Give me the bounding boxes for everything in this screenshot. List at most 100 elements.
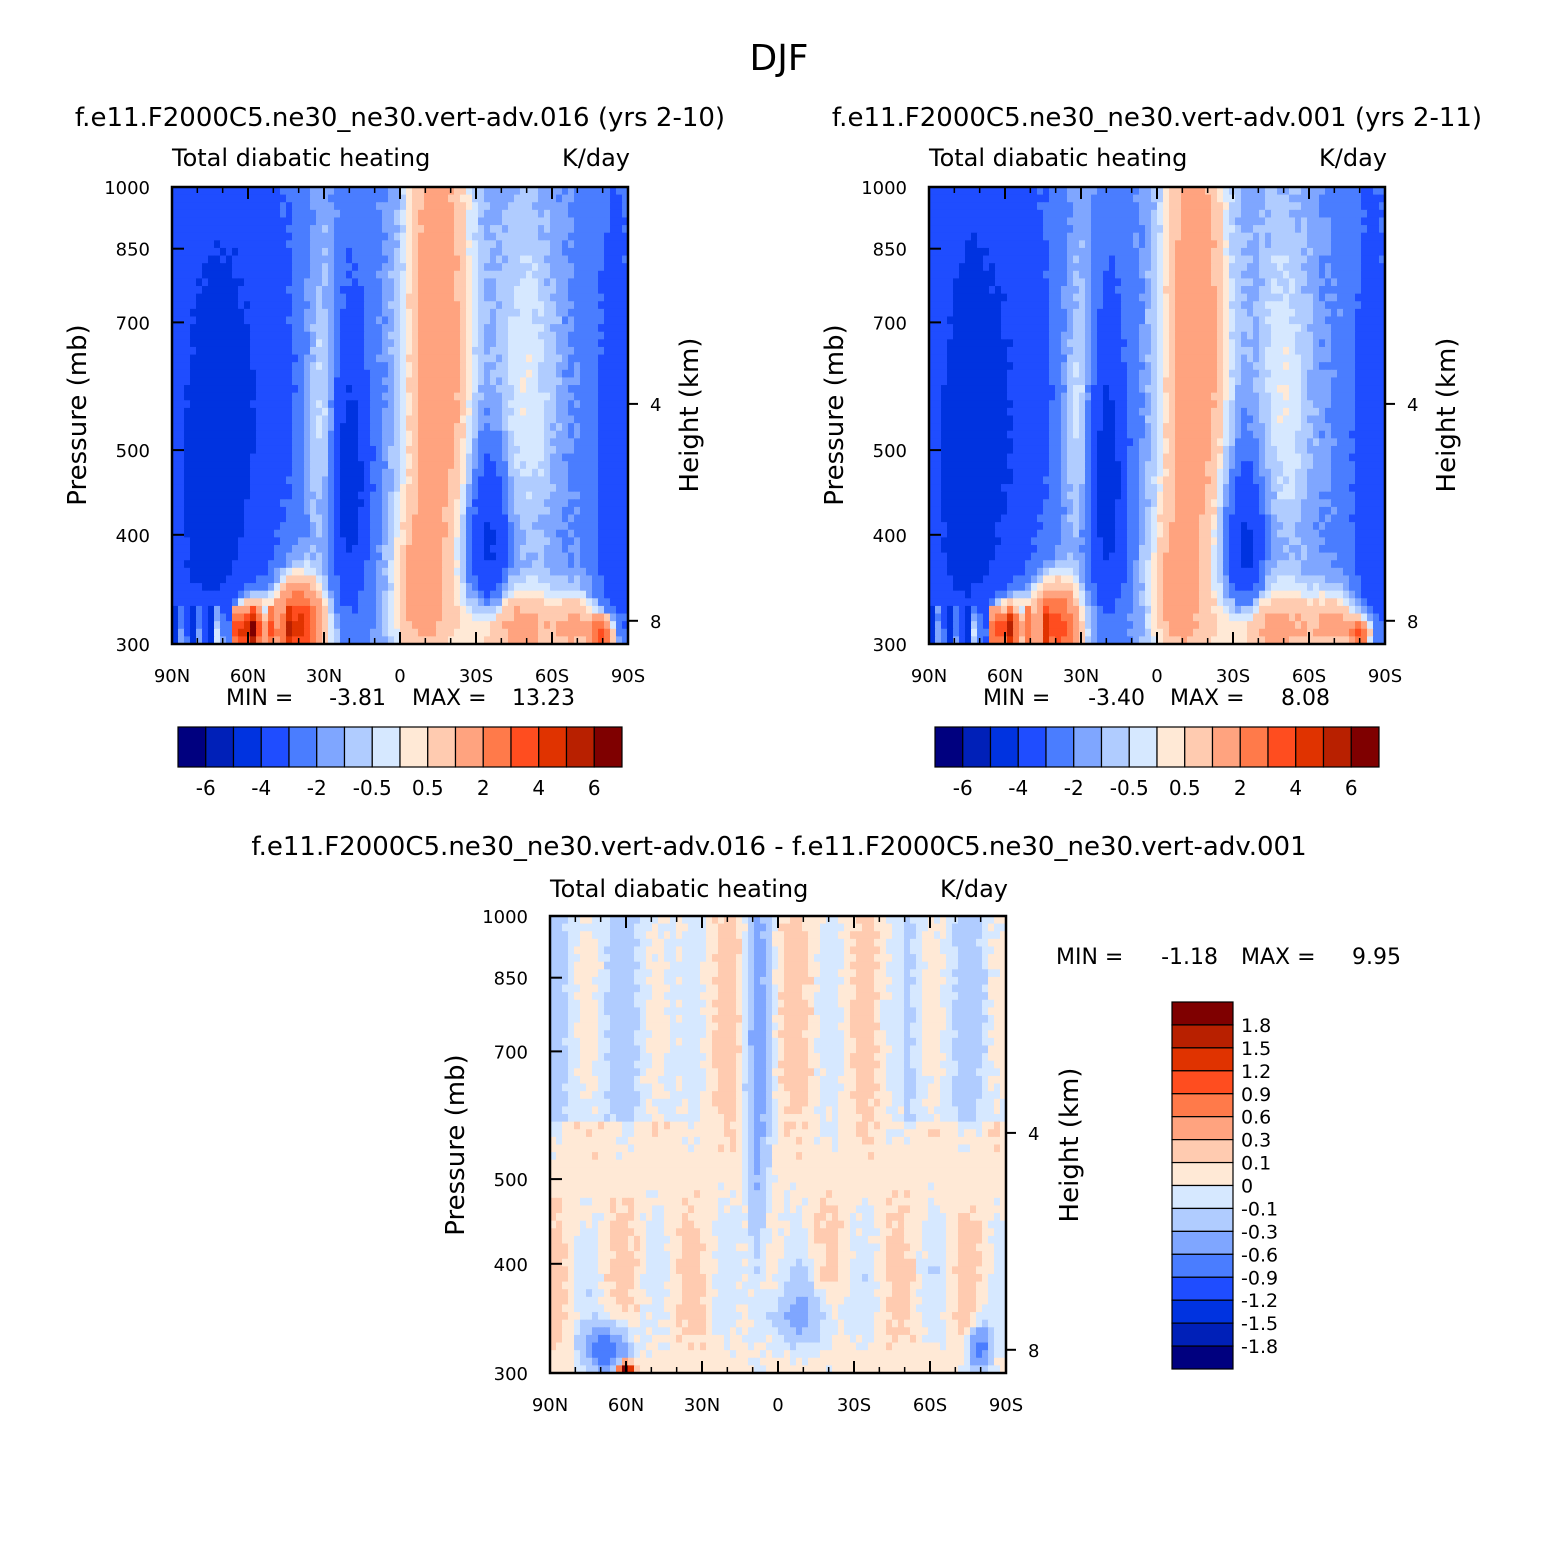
heatmap-cell xyxy=(544,339,551,348)
heatmap-cell xyxy=(250,255,257,264)
heatmap-cell xyxy=(310,583,317,592)
heatmap-cell xyxy=(352,301,359,310)
heatmap-cell xyxy=(346,278,353,287)
heatmap-cell xyxy=(586,590,593,599)
heatmap-cell xyxy=(310,324,317,333)
heatmap-cell xyxy=(334,324,341,333)
heatmap-cell xyxy=(574,590,581,599)
heatmap-cell xyxy=(592,484,599,493)
heatmap-cell xyxy=(586,301,593,310)
heatmap-cell xyxy=(358,476,365,485)
heatmap-cell xyxy=(472,590,479,599)
heatmap-cell xyxy=(574,308,581,318)
heatmap-cell xyxy=(550,369,557,379)
colorbar-swatch xyxy=(371,726,401,768)
heatmap-cell xyxy=(544,202,551,211)
heatmap-cell xyxy=(598,476,605,485)
heatmap-cell xyxy=(484,453,491,462)
heatmap-cell xyxy=(400,423,407,432)
heatmap-cell xyxy=(268,339,275,348)
heatmap-cell xyxy=(262,339,269,348)
heatmap-cell xyxy=(382,476,389,485)
heatmap-cell xyxy=(496,263,503,272)
heatmap-cell xyxy=(604,232,611,241)
heatmap-cell xyxy=(304,461,311,470)
heatmap-cell xyxy=(196,461,203,470)
heatmap-cell xyxy=(514,484,521,493)
heatmap-cell xyxy=(454,567,461,577)
heatmap-cell xyxy=(292,529,299,538)
heatmap-cell xyxy=(610,293,617,302)
heatmap-cell xyxy=(1127,209,1134,219)
heatmap-cell xyxy=(616,636,623,645)
heatmap-cell xyxy=(574,377,581,386)
heatmap-cell xyxy=(388,552,395,561)
heatmap-cell xyxy=(610,187,617,196)
heatmap-cell xyxy=(388,286,395,295)
heatmap-cell xyxy=(178,567,185,577)
heatmap-cell xyxy=(274,423,281,432)
heatmap-cell xyxy=(232,438,239,447)
heatmap-cell xyxy=(352,491,359,500)
heatmap-cell xyxy=(178,339,185,348)
heatmap-cell xyxy=(412,407,419,417)
heatmap-cell xyxy=(478,240,485,249)
heatmap-cell xyxy=(220,476,227,485)
heatmap-cell xyxy=(394,598,401,607)
heatmap-cell xyxy=(430,415,437,424)
heatmap-cell xyxy=(610,468,617,478)
heatmap-cell xyxy=(298,240,305,249)
heatmap-cell xyxy=(508,537,515,546)
heatmap-cell xyxy=(184,560,191,569)
heatmap-cell xyxy=(370,560,377,569)
heatmap-cell xyxy=(208,400,215,409)
heatmap-cell xyxy=(196,339,203,348)
heatmap-cell xyxy=(472,461,479,470)
heatmap-cell xyxy=(466,331,473,340)
heatmap-cell xyxy=(274,461,281,470)
heatmap-cell xyxy=(304,331,311,340)
heatmap-cell xyxy=(622,324,629,333)
heatmap-cell xyxy=(622,438,629,447)
heatmap-cell xyxy=(340,453,347,462)
heatmap-cell xyxy=(466,392,473,401)
heatmap-cell xyxy=(586,484,593,493)
heatmap-cell xyxy=(412,247,419,257)
heatmap-cell xyxy=(340,331,347,340)
heatmap-cell xyxy=(1193,209,1200,219)
heatmap-cell xyxy=(286,590,293,599)
heatmap-cell xyxy=(274,567,281,577)
heatmap-cell xyxy=(334,217,341,226)
heatmap-cell xyxy=(280,445,287,455)
heatmap-cell xyxy=(430,522,437,531)
heatmap-cell xyxy=(250,438,257,447)
heatmap-cell xyxy=(190,484,197,493)
heatmap-cell xyxy=(376,240,383,249)
heatmap-cell xyxy=(556,346,563,356)
heatmap-cell xyxy=(346,445,353,455)
heatmap-cell xyxy=(580,301,587,310)
heatmap-cell xyxy=(220,270,227,279)
heatmap-cell xyxy=(544,225,551,234)
heatmap-cell xyxy=(358,438,365,447)
heatmap-cell xyxy=(256,552,263,561)
heatmap-cell xyxy=(358,346,365,356)
heatmap-cell xyxy=(202,278,209,287)
heatmap-cell xyxy=(502,522,509,531)
heatmap-cell xyxy=(382,621,389,630)
heatmap-cell xyxy=(442,514,449,523)
heatmap-cell xyxy=(346,346,353,356)
heatmap-cell xyxy=(574,293,581,302)
heatmap-cell xyxy=(256,270,263,279)
heatmap-cell xyxy=(1361,202,1368,211)
heatmap-cell xyxy=(508,400,515,409)
heatmap-cell xyxy=(352,369,359,379)
heatmap-cell xyxy=(334,301,341,310)
heatmap-cell xyxy=(310,621,317,630)
heatmap-cell xyxy=(1085,194,1092,203)
heatmap-cell xyxy=(550,263,557,272)
heatmap-cell xyxy=(418,430,425,439)
heatmap-cell xyxy=(286,537,293,546)
heatmap-cell xyxy=(544,636,551,645)
